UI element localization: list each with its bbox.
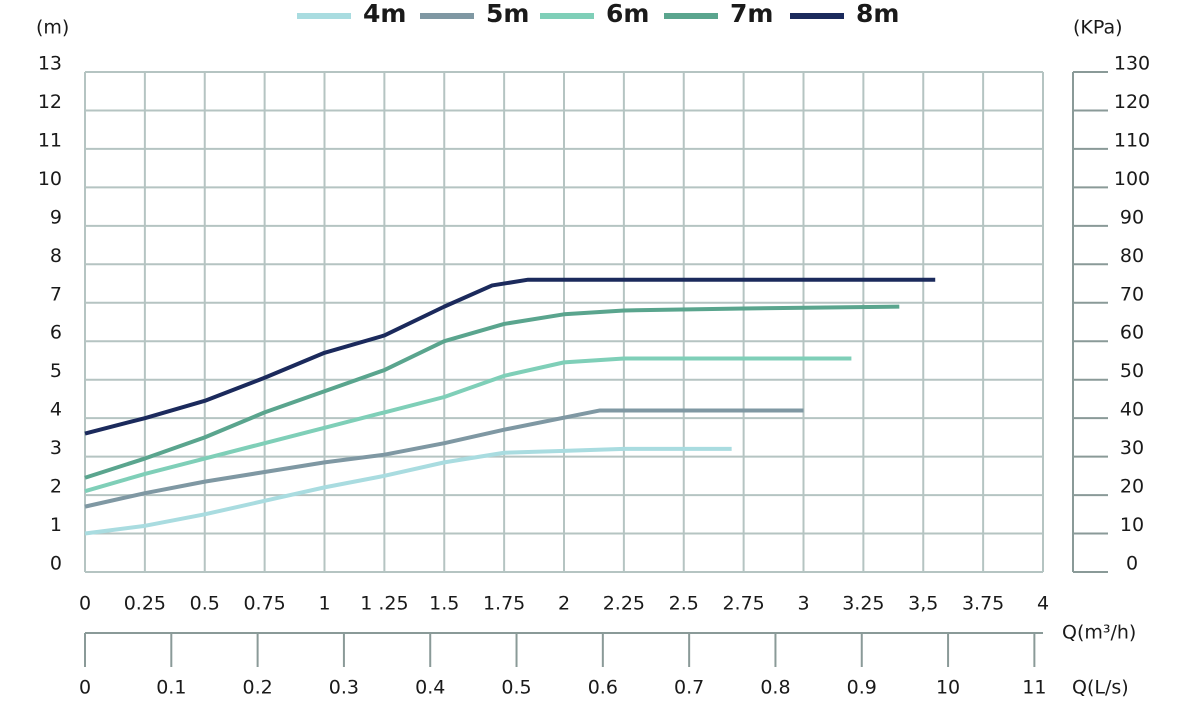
legend-label: 6m [606, 0, 649, 28]
y-tick-label: 1 [50, 514, 62, 536]
y-tick-label: 3 [50, 437, 62, 459]
x-tick-label: 4 [1037, 593, 1049, 615]
x-tick-label: 0.75 [243, 593, 285, 615]
x2-tick-label: 0.4 [415, 677, 445, 699]
x2-tick-label: 0.9 [847, 677, 877, 699]
y-tick-label: 13 [38, 53, 62, 75]
y2-tick-label: 0 [1126, 553, 1138, 575]
x2-tick-label: 11 [1022, 677, 1046, 699]
y2-tick-label: 20 [1120, 476, 1144, 498]
y2-tick-label: 40 [1120, 399, 1144, 421]
x-tick-label: 0.5 [190, 593, 220, 615]
series-line [84, 277, 936, 436]
x-tick-label: 3.75 [962, 593, 1004, 615]
x2-tick-label: 0.7 [674, 677, 704, 699]
y-tick-label: 0 [50, 553, 62, 575]
series-line [84, 446, 732, 536]
x-tick-label: 1.75 [483, 593, 525, 615]
y2-axis-label: (KPa) [1073, 17, 1123, 39]
series-line [84, 408, 804, 509]
y-tick-label: 5 [50, 360, 62, 382]
y2-tick-label: 130 [1114, 53, 1150, 75]
y-tick-label: 11 [38, 129, 62, 151]
y2-tick-label: 50 [1120, 360, 1144, 382]
y2-tick-label: 80 [1120, 245, 1144, 267]
y-tick-label: 9 [50, 206, 62, 228]
x-tick-label: 2 [558, 593, 570, 615]
series-line [84, 356, 852, 494]
y-tick-label: 6 [50, 322, 62, 344]
x2-tick-label: 0.2 [243, 677, 273, 699]
y-tick-label: 12 [38, 91, 62, 113]
x2-tick-label: 10 [936, 677, 960, 699]
y2-tick-label: 110 [1114, 129, 1150, 151]
x-tick-label: 3 [797, 593, 809, 615]
y2-tick-label: 60 [1120, 322, 1144, 344]
series-line [84, 304, 900, 480]
y-tick-label: 8 [50, 245, 62, 267]
y-tick-label: 4 [50, 399, 62, 421]
x2-tick-label: 0.3 [329, 677, 359, 699]
x2-axis-label: Q(L/s) [1072, 677, 1129, 699]
x2-tick-label: 0.5 [501, 677, 531, 699]
legend-label: 4m [363, 0, 406, 28]
x-tick-label: 3,5 [908, 593, 938, 615]
legend-label: 8m [856, 0, 899, 28]
x-tick-label: 0.25 [124, 593, 166, 615]
y2-tick-label: 10 [1120, 514, 1144, 536]
x2-tick-label: 0.1 [156, 677, 186, 699]
x-tick-label: 1.5 [429, 593, 459, 615]
y-tick-label: 7 [50, 283, 62, 305]
y2-tick-label: 90 [1120, 206, 1144, 228]
y2-tick-label: 30 [1120, 437, 1144, 459]
x2-tick-label: 0.6 [588, 677, 618, 699]
y-axis-label: (m) [36, 17, 69, 39]
y2-tick-label: 120 [1114, 91, 1150, 113]
x-tick-label: 1 [318, 593, 330, 615]
x-axis-label: Q(m³/h) [1062, 622, 1136, 644]
x-tick-label: 2.75 [722, 593, 764, 615]
x-tick-label: 1 .25 [360, 593, 408, 615]
x-tick-label: 2.25 [603, 593, 645, 615]
y-tick-label: 2 [50, 476, 62, 498]
x2-tick-label: 0.8 [760, 677, 790, 699]
y2-tick-label: 70 [1120, 283, 1144, 305]
x-tick-label: 2.5 [669, 593, 699, 615]
x2-tick-label: 0 [79, 677, 91, 699]
y2-tick-label: 100 [1114, 168, 1150, 190]
x-tick-label: 0 [79, 593, 91, 615]
x-tick-label: 3.25 [842, 593, 884, 615]
legend-label: 7m [730, 0, 773, 28]
legend-label: 5m [486, 0, 529, 28]
y-tick-label: 10 [38, 168, 62, 190]
